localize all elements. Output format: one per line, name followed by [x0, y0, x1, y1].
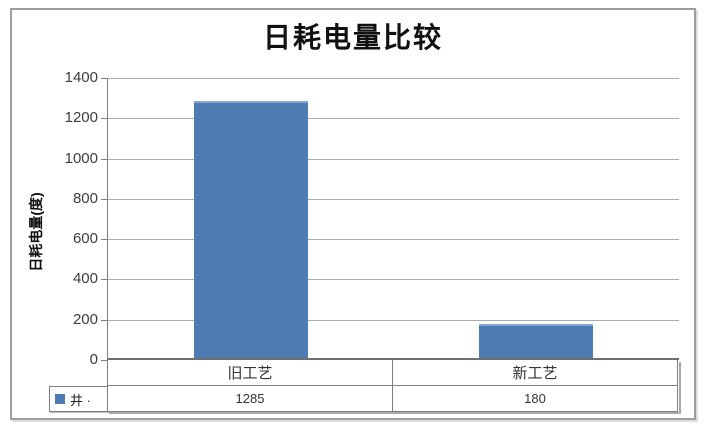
y-tick-label: 200: [72, 310, 98, 328]
legend-label: 井 ·: [70, 392, 91, 408]
y-tick-label: 600: [72, 230, 98, 248]
category-cell: 新工艺: [512, 365, 558, 382]
y-tick-label: 0: [89, 351, 98, 368]
y-tick-mark: [101, 118, 107, 120]
data-table-row: 1285 180: [107, 386, 678, 412]
data-value-cell: 1285: [108, 386, 393, 411]
gridline: [108, 198, 679, 200]
y-tick-label: 400: [72, 270, 98, 288]
y-tick-mark: [101, 239, 107, 241]
chart-title: 日耗电量比较: [262, 22, 443, 53]
gridline: [108, 78, 679, 79]
bar-新工艺: [479, 323, 594, 360]
gridline: [108, 118, 679, 120]
bar-旧工艺: [193, 101, 308, 360]
category-axis-row: 旧工艺 新工艺: [107, 360, 678, 386]
y-tick-mark: [101, 319, 107, 321]
y-tick-mark: [101, 279, 107, 281]
y-tick-label: 1000: [64, 149, 98, 167]
category-cell: 旧工艺: [108, 360, 393, 385]
data-value-cell: 180: [524, 391, 546, 406]
gridline: [108, 279, 679, 281]
gridline: [108, 239, 679, 241]
gridline: [108, 319, 679, 321]
plot-area: [107, 78, 679, 360]
y-tick-label: 1200: [64, 109, 98, 127]
x-axis-line: [107, 358, 679, 360]
legend-swatch: [55, 394, 65, 404]
y-tick-label: 800: [72, 189, 98, 207]
y-tick-label: 1400: [64, 69, 98, 86]
y-tick-mark: [101, 198, 107, 200]
y-tick-mark: [101, 158, 107, 160]
legend: 井 ·: [49, 386, 108, 412]
y-tick-mark: [101, 78, 107, 79]
gridline: [108, 158, 679, 160]
y-tick-mark: [101, 360, 107, 361]
